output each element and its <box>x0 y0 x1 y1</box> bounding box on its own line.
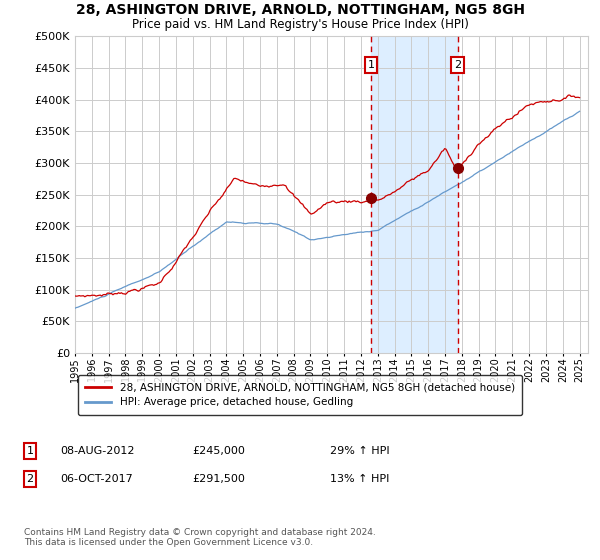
Text: 1: 1 <box>26 446 34 456</box>
Text: 08-AUG-2012: 08-AUG-2012 <box>60 446 134 456</box>
Legend: 28, ASHINGTON DRIVE, ARNOLD, NOTTINGHAM, NG5 8GH (detached house), HPI: Average : 28, ASHINGTON DRIVE, ARNOLD, NOTTINGHAM,… <box>78 375 522 415</box>
Bar <box>371 36 458 353</box>
Text: 2: 2 <box>454 60 461 70</box>
Text: 1: 1 <box>368 60 374 70</box>
Text: 29% ↑ HPI: 29% ↑ HPI <box>330 446 389 456</box>
Text: £245,000: £245,000 <box>192 446 245 456</box>
Text: 2: 2 <box>26 474 34 484</box>
Text: 28, ASHINGTON DRIVE, ARNOLD, NOTTINGHAM, NG5 8GH: 28, ASHINGTON DRIVE, ARNOLD, NOTTINGHAM,… <box>76 3 524 17</box>
Text: £291,500: £291,500 <box>192 474 245 484</box>
Text: Contains HM Land Registry data © Crown copyright and database right 2024.
This d: Contains HM Land Registry data © Crown c… <box>24 528 376 547</box>
Text: Price paid vs. HM Land Registry's House Price Index (HPI): Price paid vs. HM Land Registry's House … <box>131 18 469 31</box>
Text: 13% ↑ HPI: 13% ↑ HPI <box>330 474 389 484</box>
Text: 06-OCT-2017: 06-OCT-2017 <box>60 474 133 484</box>
